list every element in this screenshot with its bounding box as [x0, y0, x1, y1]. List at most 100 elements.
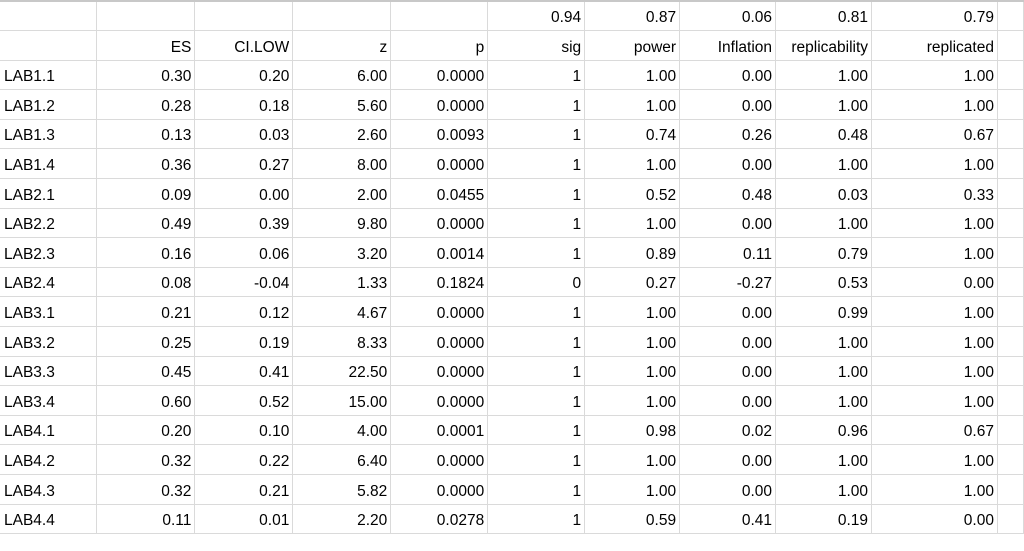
- cell[interactable]: 0.0000: [390, 326, 489, 357]
- cell[interactable]: 5.82: [292, 474, 392, 505]
- cell[interactable]: 0.00: [679, 296, 777, 328]
- cell[interactable]: [997, 296, 1024, 328]
- cell[interactable]: 0.99: [775, 296, 873, 328]
- cell[interactable]: [997, 267, 1024, 298]
- cell[interactable]: 0.0001: [390, 415, 489, 446]
- cell[interactable]: [997, 474, 1024, 505]
- cell[interactable]: 1.00: [871, 208, 998, 239]
- cell[interactable]: 1: [487, 385, 586, 416]
- cell[interactable]: 0.49: [96, 208, 196, 239]
- cell[interactable]: 1.00: [775, 474, 873, 505]
- cell[interactable]: 0.19: [194, 326, 294, 357]
- cell[interactable]: 1: [487, 356, 586, 387]
- cell[interactable]: 0.41: [194, 356, 294, 387]
- cell[interactable]: LAB2.2: [0, 208, 98, 239]
- cell[interactable]: 1: [487, 60, 586, 91]
- cell[interactable]: [997, 89, 1024, 120]
- cell[interactable]: 1.00: [775, 385, 873, 416]
- cell[interactable]: [997, 1, 1024, 32]
- cell[interactable]: 1.33: [292, 267, 392, 298]
- cell[interactable]: 0.89: [584, 237, 681, 268]
- cell[interactable]: 1.00: [584, 326, 681, 357]
- cell[interactable]: 0.20: [96, 415, 196, 446]
- cell[interactable]: 0.06: [194, 237, 294, 268]
- cell[interactable]: 0.00: [194, 178, 294, 209]
- cell[interactable]: 0.12: [194, 296, 294, 328]
- cell[interactable]: 1: [487, 89, 586, 120]
- cell[interactable]: 1.00: [775, 356, 873, 387]
- cell[interactable]: LAB4.3: [0, 474, 98, 505]
- cell[interactable]: 0.0278: [390, 504, 489, 535]
- cell[interactable]: LAB2.4: [0, 267, 98, 298]
- cell[interactable]: 0.00: [679, 444, 777, 475]
- cell[interactable]: 0.41: [679, 504, 777, 535]
- cell[interactable]: 1.00: [584, 148, 681, 180]
- cell[interactable]: [997, 119, 1024, 150]
- cell[interactable]: 5.60: [292, 89, 392, 120]
- cell[interactable]: 0.0093: [390, 119, 489, 150]
- cell[interactable]: 6.00: [292, 60, 392, 91]
- cell[interactable]: 0.08: [96, 267, 196, 298]
- cell[interactable]: 1: [487, 237, 586, 268]
- cell[interactable]: LAB4.2: [0, 444, 98, 475]
- cell[interactable]: 0.48: [679, 178, 777, 209]
- cell[interactable]: 1.00: [871, 326, 998, 357]
- cell[interactable]: 0.39: [194, 208, 294, 239]
- cell[interactable]: 1.00: [775, 89, 873, 120]
- cell[interactable]: 0.26: [679, 119, 777, 150]
- cell[interactable]: [96, 1, 196, 32]
- cell[interactable]: 0.67: [871, 415, 998, 446]
- cell[interactable]: [997, 208, 1024, 239]
- cell[interactable]: LAB4.4: [0, 504, 98, 535]
- cell[interactable]: 1: [487, 474, 586, 505]
- cell[interactable]: 0.00: [679, 474, 777, 505]
- cell[interactable]: CI.LOW: [194, 30, 294, 61]
- cell[interactable]: 1: [487, 208, 586, 239]
- cell[interactable]: 0.33: [871, 178, 998, 209]
- cell[interactable]: 0.52: [194, 385, 294, 416]
- cell[interactable]: LAB3.4: [0, 385, 98, 416]
- cell[interactable]: 15.00: [292, 385, 392, 416]
- cell[interactable]: 0.87: [584, 1, 681, 32]
- cell[interactable]: 2.20: [292, 504, 392, 535]
- cell[interactable]: 2.00: [292, 178, 392, 209]
- cell[interactable]: 8.00: [292, 148, 392, 180]
- cell[interactable]: 0.06: [679, 1, 777, 32]
- cell[interactable]: 0.03: [775, 178, 873, 209]
- cell[interactable]: 0.30: [96, 60, 196, 91]
- cell[interactable]: 0.00: [679, 208, 777, 239]
- cell[interactable]: 0.32: [96, 474, 196, 505]
- cell[interactable]: 0.21: [96, 296, 196, 328]
- cell[interactable]: 0.98: [584, 415, 681, 446]
- cell[interactable]: 0.32: [96, 444, 196, 475]
- cell[interactable]: 6.40: [292, 444, 392, 475]
- cell[interactable]: 1.00: [584, 356, 681, 387]
- cell[interactable]: 1.00: [871, 60, 998, 91]
- cell[interactable]: 0.01: [194, 504, 294, 535]
- cell[interactable]: 0.02: [679, 415, 777, 446]
- cell[interactable]: 0.00: [871, 267, 998, 298]
- cell[interactable]: 1.00: [871, 148, 998, 180]
- cell[interactable]: 0.36: [96, 148, 196, 180]
- cell[interactable]: 9.80: [292, 208, 392, 239]
- cell[interactable]: z: [292, 30, 392, 61]
- cell[interactable]: 0.0000: [390, 89, 489, 120]
- cell[interactable]: 22.50: [292, 356, 392, 387]
- cell[interactable]: LAB2.3: [0, 237, 98, 268]
- cell[interactable]: 0.74: [584, 119, 681, 150]
- cell[interactable]: 0.0014: [390, 237, 489, 268]
- cell[interactable]: 0.0000: [390, 356, 489, 387]
- cell[interactable]: 1.00: [871, 444, 998, 475]
- cell[interactable]: 0.0000: [390, 60, 489, 91]
- cell[interactable]: power: [584, 30, 681, 61]
- cell[interactable]: 0.22: [194, 444, 294, 475]
- cell[interactable]: 0.0000: [390, 296, 489, 328]
- cell[interactable]: 1.00: [871, 474, 998, 505]
- cell[interactable]: 0.27: [584, 267, 681, 298]
- cell[interactable]: 1.00: [871, 385, 998, 416]
- cell[interactable]: sig: [487, 30, 586, 61]
- cell[interactable]: 0.27: [194, 148, 294, 180]
- cell[interactable]: [997, 237, 1024, 268]
- cell[interactable]: [997, 30, 1024, 61]
- cell[interactable]: 0.11: [679, 237, 777, 268]
